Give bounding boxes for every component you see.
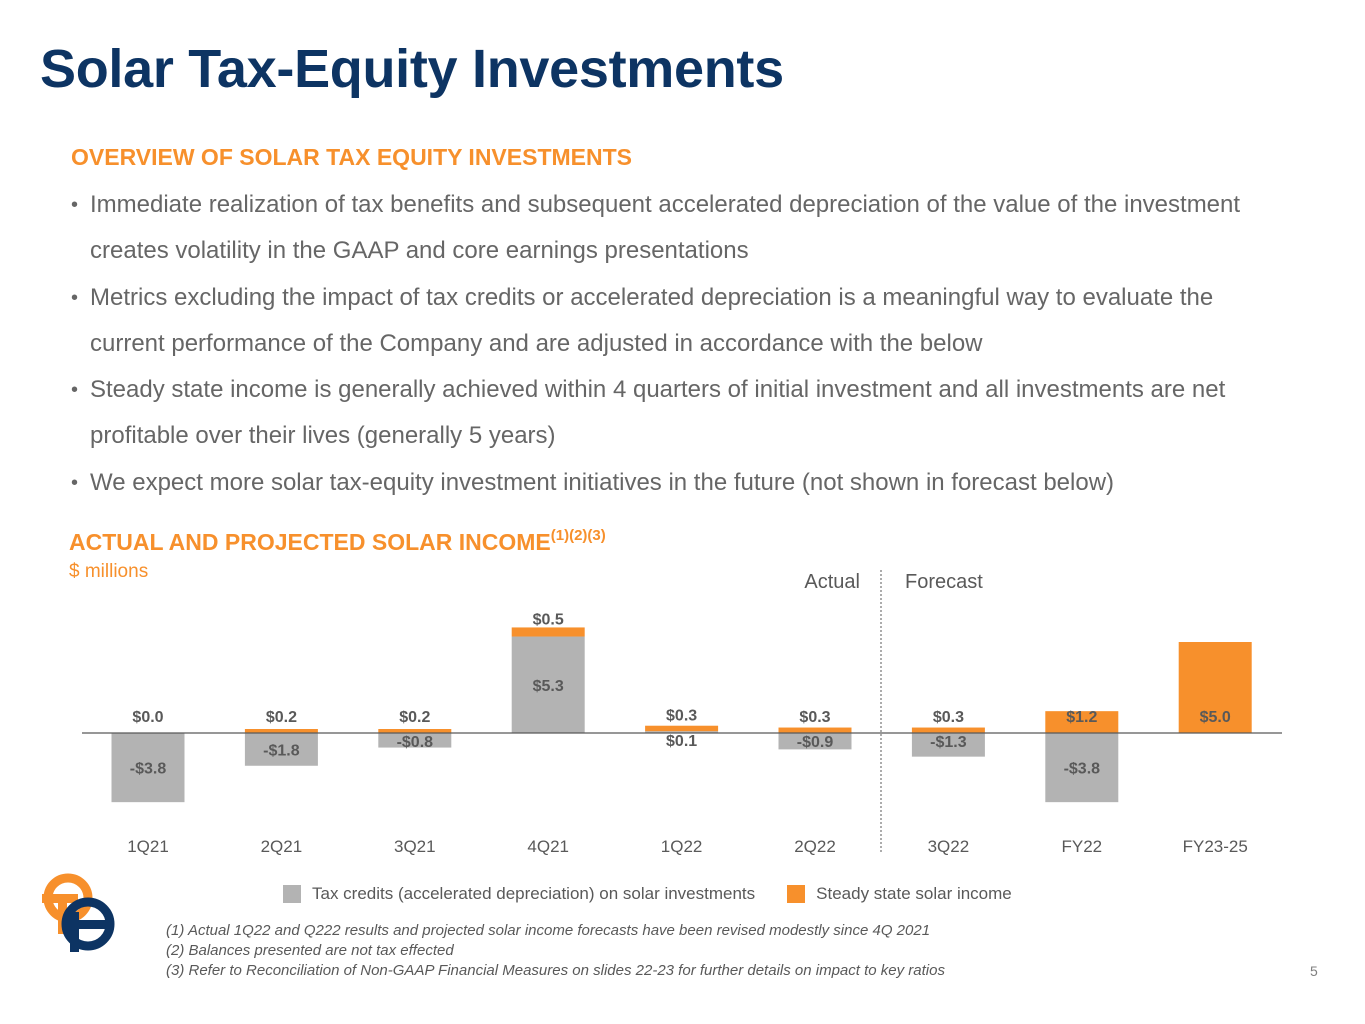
footnote: (1) Actual 1Q22 and Q222 results and pro… [166, 922, 931, 939]
data-label-tax-credits: -$3.8 [130, 761, 167, 778]
footnotes: (1) Actual 1Q22 and Q222 results and pro… [166, 921, 945, 981]
divider-label-actual: Actual [804, 571, 860, 593]
bar-steady-state [645, 725, 719, 732]
x-tick-label: 3Q21 [394, 837, 436, 856]
data-label-steady-state: $0.0 [132, 709, 163, 726]
data-label-steady-state: $0.3 [799, 709, 830, 726]
bar-steady-state [911, 727, 985, 733]
legend-label-tax-credits: Tax credits (accelerated depreciation) o… [312, 884, 756, 903]
overview-bullet-list: Immediate realization of tax benefits an… [70, 182, 1290, 506]
bar-tax-credits [911, 733, 985, 757]
data-label-steady-state: $0.3 [933, 709, 964, 726]
bar-tax-credits [778, 733, 852, 750]
bar-tax-credits [111, 733, 185, 803]
footnote: (2) Balances presented are not tax effec… [166, 942, 454, 959]
overview-heading: OVERVIEW OF SOLAR TAX EQUITY INVESTMENTS [71, 144, 633, 170]
data-label-steady-state: $0.3 [666, 708, 697, 725]
bar-tax-credits [1045, 733, 1119, 803]
bar-tax-credits [244, 733, 318, 766]
footnote: (3) Refer to Reconciliation of Non-GAAP … [166, 962, 945, 979]
x-tick-label: 2Q21 [261, 837, 303, 856]
data-label-steady-state: $0.2 [266, 709, 297, 726]
divider-label-forecast: Forecast [905, 571, 983, 593]
data-label-steady-state: $1.2 [1066, 709, 1097, 726]
bar-steady-state [378, 729, 452, 733]
x-tick-label: FY22 [1061, 837, 1102, 856]
x-tick-label: FY23-25 [1183, 837, 1248, 856]
bar-tax-credits [378, 733, 452, 748]
data-label-tax-credits: $5.3 [533, 678, 564, 695]
overview-bullet: Steady state income is generally achieve… [70, 367, 1290, 460]
x-tick-label: 2Q22 [794, 837, 836, 856]
bar-steady-state [1178, 642, 1252, 733]
chart-heading: ACTUAL AND PROJECTED SOLAR INCOME(1)(2)(… [69, 527, 606, 556]
slide-title: Solar Tax-Equity Investments [40, 39, 784, 99]
bar-steady-state [778, 727, 852, 733]
chart-unit-label: $ millions [69, 561, 149, 582]
solar-income-chart: $0.0 -$3.8 1Q21 $0.2 -$1.8 2Q21 $0.2 -$0.8 3Q21 $… [82, 570, 1282, 856]
overview-bullet: Immediate realization of tax benefits an… [70, 182, 1290, 275]
data-label-tax-credits: $0.1 [666, 733, 697, 750]
bar-tax-credits [645, 731, 719, 733]
data-label-tax-credits: -$1.8 [263, 742, 300, 759]
data-label-tax-credits: -$3.8 [1064, 761, 1101, 778]
legend-swatch-tax-credits [283, 885, 301, 903]
x-tick-label: 3Q22 [928, 837, 970, 856]
data-label-tax-credits: -$0.9 [797, 734, 834, 751]
page-number: 5 [1310, 963, 1318, 979]
data-label-steady-state: $0.2 [399, 709, 430, 726]
bar-steady-state [511, 627, 585, 637]
overview-bullet: Metrics excluding the impact of tax cred… [70, 275, 1290, 368]
data-label-steady-state: $5.0 [1200, 709, 1231, 726]
x-tick-label: 4Q21 [527, 837, 569, 856]
data-label-tax-credits: -$0.8 [397, 734, 434, 751]
bar-tax-credits [511, 636, 585, 733]
x-tick-label: 1Q21 [127, 837, 169, 856]
legend-swatch-steady-state [787, 885, 806, 903]
chart-legend: Tax credits (accelerated depreciation) o… [283, 884, 1012, 904]
overview-bullet: We expect more solar tax-equity investme… [70, 460, 1290, 507]
data-label-steady-state: $0.5 [533, 611, 564, 628]
legend-label-steady-state: Steady state solar income [816, 884, 1012, 903]
data-label-tax-credits: -$1.3 [930, 734, 967, 751]
chart-title: ACTUAL AND PROJECTED SOLAR INCOME [69, 529, 551, 555]
chart-footnote-refs: (1)(2)(3) [550, 527, 606, 544]
x-tick-label: 1Q22 [661, 837, 703, 856]
bar-steady-state [244, 729, 318, 733]
bar-steady-state [1045, 711, 1119, 733]
company-logo-icon [36, 872, 120, 961]
